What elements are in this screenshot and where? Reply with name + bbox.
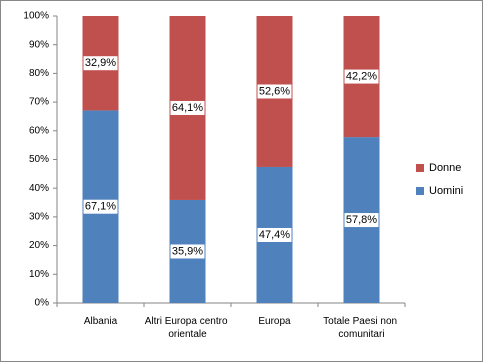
y-tick-label: 50%: [29, 154, 49, 165]
y-tick-label: 40%: [29, 183, 49, 194]
legend-swatch: [416, 164, 424, 172]
y-tick-label: 30%: [29, 212, 49, 223]
y-tick-label: 60%: [29, 125, 49, 136]
data-label-bg: [257, 84, 292, 99]
x-tick-label: Albania: [84, 316, 118, 327]
data-label: 32,9%: [85, 57, 116, 69]
x-tick-label: Europa: [258, 316, 291, 327]
y-tick-label: 100%: [23, 11, 49, 22]
y-tick-label: 0%: [35, 298, 50, 309]
data-label: 64,1%: [172, 102, 203, 114]
data-label: 47,4%: [259, 229, 290, 241]
data-label-bg: [83, 56, 118, 71]
data-label-bg: [170, 244, 205, 259]
data-label-bg: [170, 100, 205, 115]
data-label-bg: [83, 199, 118, 214]
data-label-bg: [344, 69, 379, 84]
y-tick-label: 10%: [29, 269, 49, 280]
y-tick-label: 90%: [29, 39, 49, 50]
legend-label: Donne: [429, 162, 461, 174]
data-label: 35,9%: [172, 245, 203, 257]
data-label: 67,1%: [85, 201, 116, 213]
data-label: 57,8%: [346, 214, 377, 226]
x-tick-label: Altri Europa centro orientale: [145, 316, 231, 340]
data-label: 42,2%: [346, 70, 377, 82]
data-label: 52,6%: [259, 85, 290, 97]
legend-label: Uomini: [429, 185, 463, 197]
x-tick-label: Totale Paesi non comunitari: [323, 316, 400, 340]
data-label-bg: [344, 213, 379, 228]
data-label-bg: [257, 227, 292, 242]
y-tick-label: 20%: [29, 240, 49, 251]
y-tick-label: 70%: [29, 97, 49, 108]
legend-swatch: [416, 187, 424, 195]
y-tick-label: 80%: [29, 68, 49, 79]
